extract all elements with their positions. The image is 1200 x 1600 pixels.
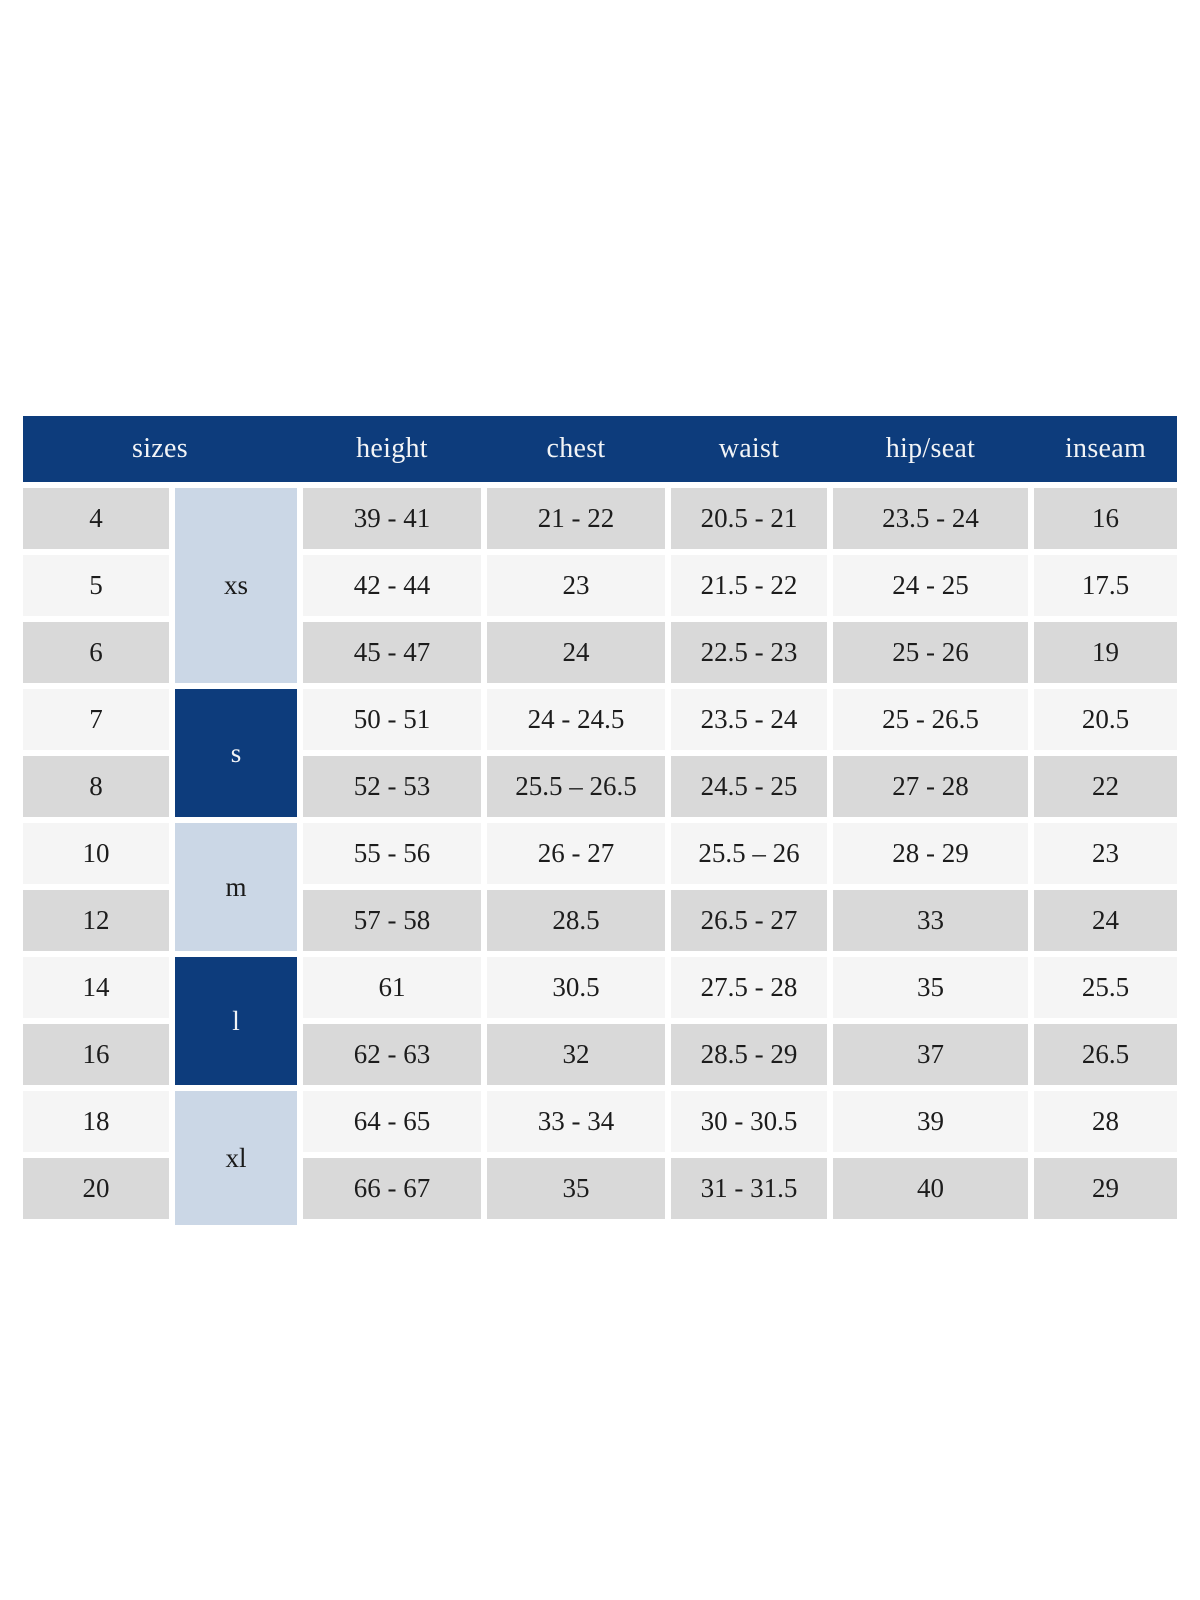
cell-waist: 26.5 - 27 bbox=[671, 890, 827, 951]
cell-height: 42 - 44 bbox=[303, 555, 481, 616]
cell-waist: 24.5 - 25 bbox=[671, 756, 827, 817]
cell-chest: 35 bbox=[487, 1158, 665, 1219]
cell-hip-seat: 23.5 - 24 bbox=[833, 488, 1028, 549]
cell-inseam: 23 bbox=[1034, 823, 1177, 884]
cell-chest: 33 - 34 bbox=[487, 1091, 665, 1152]
cell-chest: 25.5 – 26.5 bbox=[487, 756, 665, 817]
cell-size: 16 bbox=[23, 1024, 169, 1085]
cell-waist: 22.5 - 23 bbox=[671, 622, 827, 683]
table-header-grid: sizes height chest waist hip/seat inseam bbox=[23, 416, 1177, 482]
cell-size: 6 bbox=[23, 622, 169, 683]
size-group-l: l bbox=[175, 957, 297, 1085]
cell-size: 20 bbox=[23, 1158, 169, 1219]
cell-height: 50 - 51 bbox=[303, 689, 481, 750]
size-group-m: m bbox=[175, 823, 297, 951]
cell-size: 7 bbox=[23, 689, 169, 750]
cell-inseam: 17.5 bbox=[1034, 555, 1177, 616]
cell-chest: 21 - 22 bbox=[487, 488, 665, 549]
cell-size: 18 bbox=[23, 1091, 169, 1152]
cell-hip-seat: 25 - 26 bbox=[833, 622, 1028, 683]
cell-height: 45 - 47 bbox=[303, 622, 481, 683]
cell-height: 61 bbox=[303, 957, 481, 1018]
cell-waist: 30 - 30.5 bbox=[671, 1091, 827, 1152]
column-header-sizes: sizes bbox=[132, 433, 188, 464]
cell-inseam: 24 bbox=[1034, 890, 1177, 951]
cell-inseam: 28 bbox=[1034, 1091, 1177, 1152]
cell-height: 39 - 41 bbox=[303, 488, 481, 549]
size-chart-table: sizes height chest waist hip/seat inseam… bbox=[23, 416, 1177, 1225]
column-header-chest: chest bbox=[546, 433, 606, 464]
cell-inseam: 25.5 bbox=[1034, 957, 1177, 1018]
cell-hip-seat: 40 bbox=[833, 1158, 1028, 1219]
cell-waist: 28.5 - 29 bbox=[671, 1024, 827, 1085]
cell-inseam: 22 bbox=[1034, 756, 1177, 817]
cell-chest: 24 - 24.5 bbox=[487, 689, 665, 750]
cell-inseam: 16 bbox=[1034, 488, 1177, 549]
cell-waist: 20.5 - 21 bbox=[671, 488, 827, 549]
cell-size: 4 bbox=[23, 488, 169, 549]
cell-waist: 21.5 - 22 bbox=[671, 555, 827, 616]
cell-height: 52 - 53 bbox=[303, 756, 481, 817]
column-header-hip-seat: hip/seat bbox=[885, 433, 976, 464]
cell-inseam: 19 bbox=[1034, 622, 1177, 683]
column-header-height: height bbox=[356, 433, 428, 464]
table-header-row: sizes height chest waist hip/seat inseam bbox=[23, 416, 1177, 482]
size-group-xs: xs bbox=[175, 488, 297, 683]
cell-chest: 26 - 27 bbox=[487, 823, 665, 884]
cell-size: 14 bbox=[23, 957, 169, 1018]
cell-size: 10 bbox=[23, 823, 169, 884]
cell-size: 8 bbox=[23, 756, 169, 817]
cell-hip-seat: 25 - 26.5 bbox=[833, 689, 1028, 750]
cell-chest: 23 bbox=[487, 555, 665, 616]
size-group-s: s bbox=[175, 689, 297, 817]
cell-size: 5 bbox=[23, 555, 169, 616]
cell-height: 55 - 56 bbox=[303, 823, 481, 884]
cell-waist: 31 - 31.5 bbox=[671, 1158, 827, 1219]
cell-size: 12 bbox=[23, 890, 169, 951]
cell-hip-seat: 33 bbox=[833, 890, 1028, 951]
cell-height: 66 - 67 bbox=[303, 1158, 481, 1219]
cell-height: 57 - 58 bbox=[303, 890, 481, 951]
cell-waist: 25.5 – 26 bbox=[671, 823, 827, 884]
cell-waist: 23.5 - 24 bbox=[671, 689, 827, 750]
column-header-waist: waist bbox=[718, 433, 780, 464]
cell-chest: 32 bbox=[487, 1024, 665, 1085]
cell-chest: 28.5 bbox=[487, 890, 665, 951]
cell-hip-seat: 24 - 25 bbox=[833, 555, 1028, 616]
cell-hip-seat: 27 - 28 bbox=[833, 756, 1028, 817]
cell-hip-seat: 39 bbox=[833, 1091, 1028, 1152]
cell-hip-seat: 28 - 29 bbox=[833, 823, 1028, 884]
size-group-xl: xl bbox=[175, 1091, 297, 1225]
cell-inseam: 26.5 bbox=[1034, 1024, 1177, 1085]
cell-height: 64 - 65 bbox=[303, 1091, 481, 1152]
cell-chest: 24 bbox=[487, 622, 665, 683]
cell-hip-seat: 35 bbox=[833, 957, 1028, 1018]
cell-chest: 30.5 bbox=[487, 957, 665, 1018]
cell-waist: 27.5 - 28 bbox=[671, 957, 827, 1018]
cell-inseam: 20.5 bbox=[1034, 689, 1177, 750]
cell-inseam: 29 bbox=[1034, 1158, 1177, 1219]
cell-hip-seat: 37 bbox=[833, 1024, 1028, 1085]
cell-height: 62 - 63 bbox=[303, 1024, 481, 1085]
column-header-inseam: inseam bbox=[1064, 433, 1147, 464]
